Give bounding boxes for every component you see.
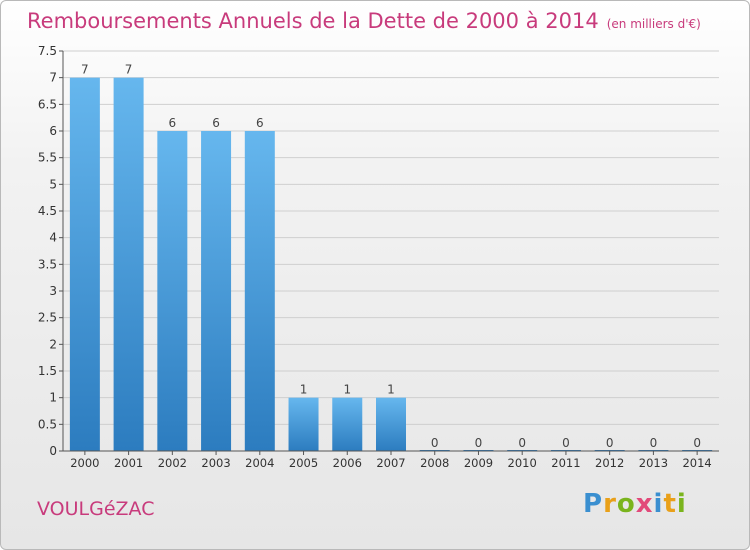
- data-label: 1: [300, 383, 308, 397]
- y-tick-label: 5.5: [38, 151, 57, 165]
- y-tick-label: 0: [49, 444, 57, 458]
- data-label: 6: [212, 116, 220, 130]
- chart-unit: (en milliers d'€): [606, 17, 701, 31]
- x-tick-label: 2007: [376, 456, 405, 470]
- bars: [69, 77, 713, 452]
- proxiti-logo: Proxiti: [583, 489, 687, 519]
- data-label: 0: [606, 436, 614, 450]
- y-tick-label: 4.5: [38, 204, 57, 218]
- data-label: 7: [81, 63, 89, 77]
- y-tick-label: 3: [49, 284, 57, 298]
- data-label: 0: [475, 436, 483, 450]
- bar: [69, 77, 100, 452]
- axes: [62, 51, 719, 452]
- x-tick-label: 2008: [420, 456, 449, 470]
- data-label: 0: [431, 436, 439, 450]
- data-label: 1: [343, 383, 351, 397]
- data-label: 7: [125, 63, 133, 77]
- x-tick-label: 2012: [595, 456, 624, 470]
- chart-title: Remboursements Annuels de la Dette de 20…: [27, 9, 701, 33]
- x-tick-label: 2014: [682, 456, 711, 470]
- y-tick-label: 6: [49, 124, 57, 138]
- bar: [157, 131, 188, 451]
- commune-name: VOULGéZAC: [37, 498, 155, 520]
- y-tick-label: 7: [49, 71, 57, 85]
- x-tick-label: 2013: [639, 456, 668, 470]
- y-tick-label: 7.5: [38, 44, 57, 58]
- bar: [288, 397, 319, 451]
- data-label: 0: [562, 436, 570, 450]
- bar: [113, 77, 144, 452]
- x-tick-label: 2000: [70, 456, 99, 470]
- x-tick-label: 2005: [289, 456, 318, 470]
- bar: [376, 397, 406, 451]
- data-label: 6: [256, 116, 264, 130]
- bar: [244, 131, 275, 451]
- data-label: 0: [693, 436, 701, 450]
- y-tick-label: 1.5: [38, 364, 57, 378]
- bar: [201, 131, 232, 451]
- x-tick-label: 2011: [551, 456, 580, 470]
- x-tick-label: 2004: [245, 456, 274, 470]
- data-label: 6: [169, 116, 177, 130]
- x-tick-label: 2009: [464, 456, 493, 470]
- data-label: 0: [650, 436, 658, 450]
- y-tick-label: 0.5: [38, 417, 57, 431]
- x-tick-label: 2002: [158, 456, 187, 470]
- x-tick-label: 2006: [333, 456, 362, 470]
- y-tick-label: 2: [49, 337, 57, 351]
- x-tick-label: 2001: [114, 456, 143, 470]
- y-tick-label: 2.5: [38, 311, 57, 325]
- y-axis-ticks: 0 0.5 1 1.5 2 2.5 3 3.5 4 4.5 5 5.5 6 6.5 7 7.5: [38, 44, 63, 458]
- chart-title-text: Remboursements Annuels de la Dette de 20…: [27, 9, 599, 33]
- data-label: 0: [518, 436, 526, 450]
- y-tick-label: 4: [49, 231, 57, 245]
- x-tick-label: 2003: [201, 456, 230, 470]
- y-tick-label: 1: [49, 391, 57, 405]
- y-tick-label: 3.5: [38, 257, 57, 271]
- data-label: 1: [387, 383, 395, 397]
- x-tick-label: 2010: [508, 456, 537, 470]
- y-tick-label: 5: [49, 177, 57, 191]
- bar: [332, 397, 363, 451]
- data-labels: 7 7 6 6 6 1 1 1 0 0 0 0 0 0 0: [81, 63, 701, 450]
- x-axis-ticks: 2000 2001 2002 2003 2004 2005 2006 2007 2008 2009…: [70, 451, 712, 470]
- y-tick-label: 6.5: [38, 97, 57, 111]
